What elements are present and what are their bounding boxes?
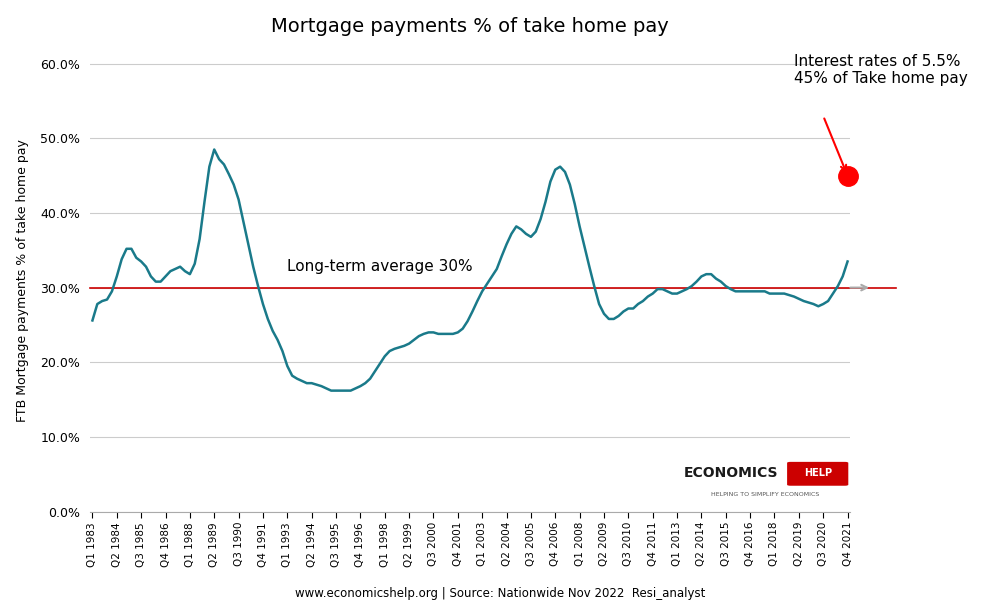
Title: Mortgage payments % of take home pay: Mortgage payments % of take home pay [271, 17, 669, 36]
Text: Long-term average 30%: Long-term average 30% [287, 259, 473, 274]
Text: ECONOMICS: ECONOMICS [683, 466, 778, 479]
Text: www.economicshelp.org | Source: Nationwide Nov 2022  Resi_analyst: www.economicshelp.org | Source: Nationwi… [295, 587, 705, 600]
Text: Interest rates of 5.5%
45% of Take home pay: Interest rates of 5.5% 45% of Take home … [794, 54, 968, 86]
Text: HELP: HELP [804, 468, 832, 477]
Y-axis label: FTB Mortgage payments % of take home pay: FTB Mortgage payments % of take home pay [16, 139, 29, 421]
Text: HELPING TO SIMPLIFY ECONOMICS: HELPING TO SIMPLIFY ECONOMICS [711, 492, 819, 497]
FancyBboxPatch shape [787, 462, 848, 486]
